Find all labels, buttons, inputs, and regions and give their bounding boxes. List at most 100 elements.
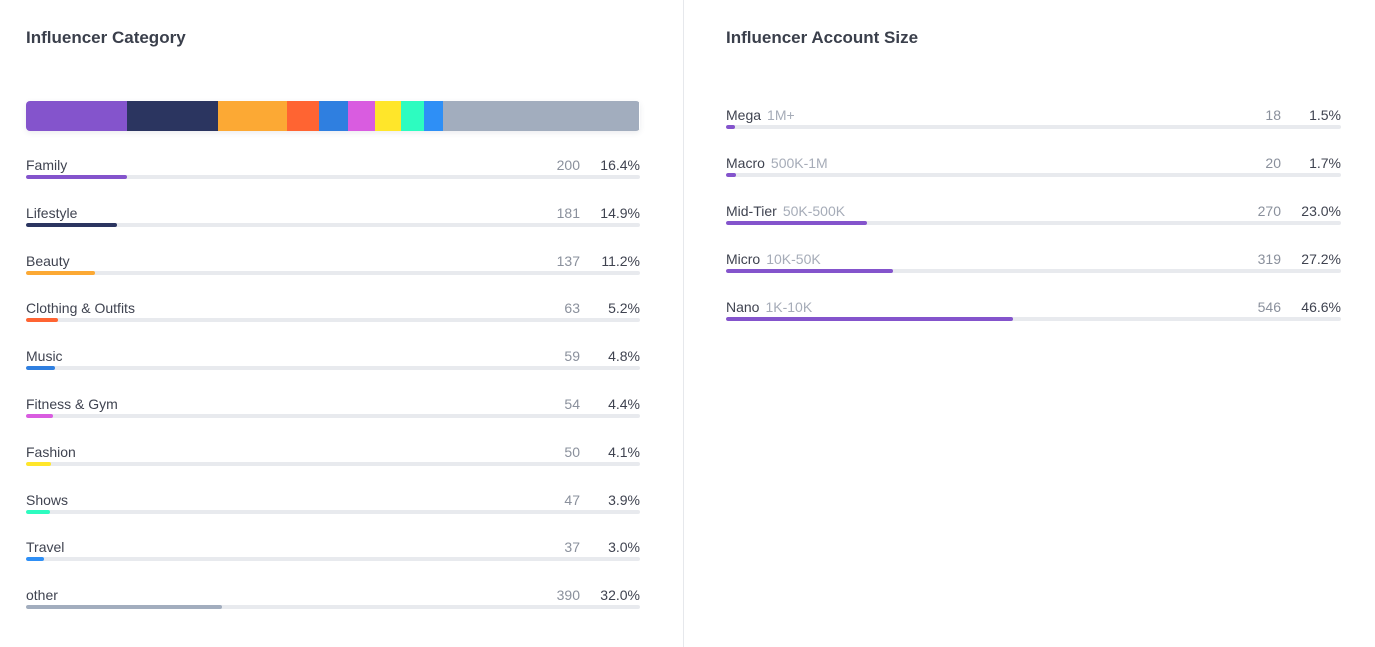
tier-name: Nano xyxy=(726,299,760,315)
progress-fill xyxy=(726,317,1013,321)
account-size-row[interactable]: Micro 10K-50K 319 27.2% xyxy=(726,250,1341,280)
account-size-percent: 46.6% xyxy=(1301,299,1341,315)
tier-name: Micro xyxy=(726,251,761,267)
progress-track xyxy=(26,509,640,514)
progress-fill xyxy=(26,366,56,371)
category-percent: 3.0% xyxy=(608,539,640,556)
progress-fill xyxy=(26,461,52,466)
progress-track xyxy=(726,317,1341,321)
category-count: 50 xyxy=(564,443,580,460)
account-size-row[interactable]: Mega 1M+ 18 1.5% xyxy=(726,106,1341,136)
category-count: 54 xyxy=(564,396,580,412)
stack-segment-music[interactable] xyxy=(318,101,349,131)
account-size-row[interactable]: Macro 500K-1M 20 1.7% xyxy=(726,154,1341,184)
category-percent: 11.2% xyxy=(601,252,640,269)
progress-fill xyxy=(26,318,58,323)
category-row[interactable]: Fitness & Gym 54 4.4% xyxy=(26,395,640,425)
progress-track xyxy=(26,318,640,323)
tier-name: Macro xyxy=(726,155,765,171)
category-percent: 32.0% xyxy=(600,587,640,604)
stack-segment-shows[interactable] xyxy=(400,101,425,131)
category-percent: 4.1% xyxy=(608,443,640,460)
category-percent: 16.4% xyxy=(600,157,640,173)
category-percent: 4.8% xyxy=(608,348,640,365)
tier-name: Mega xyxy=(726,107,762,123)
progress-fill xyxy=(726,125,736,129)
category-percent: 14.9% xyxy=(600,204,640,221)
account-size-label: Mid-Tier 50K-500K xyxy=(726,203,845,219)
category-row[interactable]: other 390 32.0% xyxy=(26,586,640,616)
category-row[interactable]: Lifestyle 181 14.9% xyxy=(26,204,640,234)
panel-title: Influencer Account Size xyxy=(726,28,919,47)
category-label: Fashion xyxy=(26,443,76,460)
category-label: Shows xyxy=(26,491,69,508)
category-count: 47 xyxy=(564,491,580,508)
progress-track xyxy=(726,125,1341,129)
category-label: Clothing & Outfits xyxy=(26,300,135,317)
progress-track xyxy=(26,222,640,227)
stack-segment-family[interactable] xyxy=(26,101,127,131)
tier-range: 10K-50K xyxy=(766,251,821,267)
category-count: 181 xyxy=(556,204,580,221)
progress-track xyxy=(26,270,640,275)
account-size-label: Macro 500K-1M xyxy=(726,155,828,171)
stack-segment-clothing-outfits[interactable] xyxy=(286,101,319,131)
account-size-row[interactable]: Nano 1K-10K 546 46.6% xyxy=(726,298,1341,328)
progress-fill xyxy=(726,173,737,177)
progress-fill xyxy=(26,605,223,610)
stack-segment-beauty[interactable] xyxy=(218,101,287,131)
category-label: Fitness & Gym xyxy=(26,396,118,412)
progress-track xyxy=(26,557,640,562)
stack-segment-travel[interactable] xyxy=(424,101,443,131)
tier-range: 1K-10K xyxy=(765,299,813,315)
progress-fill xyxy=(26,175,127,179)
category-count: 200 xyxy=(556,157,580,173)
category-row[interactable]: Beauty 137 11.2% xyxy=(26,252,640,282)
category-count: 37 xyxy=(564,539,580,556)
panel-title: Influencer Category xyxy=(26,28,186,47)
tier-range: 50K-500K xyxy=(782,203,846,219)
account-size-count: 270 xyxy=(1257,203,1281,219)
stack-segment-lifestyle[interactable] xyxy=(126,101,219,131)
category-row[interactable]: Fashion 50 4.1% xyxy=(26,443,640,473)
category-row[interactable]: Shows 47 3.9% xyxy=(26,491,640,521)
category-row[interactable]: Travel 37 3.0% xyxy=(26,538,640,568)
category-row[interactable]: Music 59 4.8% xyxy=(26,347,640,377)
category-label: Family xyxy=(26,157,68,173)
progress-track xyxy=(26,605,640,610)
category-count: 59 xyxy=(564,348,580,365)
category-row[interactable]: Family 200 16.4% xyxy=(26,156,640,186)
category-count: 63 xyxy=(564,300,580,317)
account-size-percent: 1.5% xyxy=(1309,107,1341,123)
category-percent: 3.9% xyxy=(608,491,640,508)
stack-segment-other[interactable] xyxy=(442,101,640,131)
account-size-count: 20 xyxy=(1265,155,1281,171)
stack-segment-fitness-gym[interactable] xyxy=(348,101,376,131)
progress-track xyxy=(26,414,640,418)
stack-segment-fashion[interactable] xyxy=(375,101,401,131)
account-size-percent: 23.0% xyxy=(1301,203,1341,219)
progress-track xyxy=(26,175,640,179)
progress-fill xyxy=(26,557,45,562)
account-size-label: Nano 1K-10K xyxy=(726,299,812,315)
progress-fill xyxy=(26,414,54,418)
account-size-count: 319 xyxy=(1257,251,1281,267)
category-percent: 5.2% xyxy=(608,300,640,317)
account-size-row[interactable]: Mid-Tier 50K-500K 270 23.0% xyxy=(726,202,1341,232)
panel-divider xyxy=(683,0,684,647)
tier-range: 1M+ xyxy=(767,107,795,123)
account-size-count: 546 xyxy=(1257,299,1281,315)
category-percent: 4.4% xyxy=(608,396,640,412)
progress-track xyxy=(726,269,1341,273)
progress-fill xyxy=(26,270,95,275)
category-label: Lifestyle xyxy=(26,204,78,221)
progress-fill xyxy=(26,222,118,227)
account-size-label: Micro 10K-50K xyxy=(726,251,821,267)
category-row[interactable]: Clothing & Outfits 63 5.2% xyxy=(26,299,640,329)
tier-range: 500K-1M xyxy=(770,155,828,171)
category-count: 137 xyxy=(556,252,580,269)
progress-fill xyxy=(726,269,894,273)
account-size-label: Mega 1M+ xyxy=(726,107,795,123)
account-size-count: 18 xyxy=(1265,107,1281,123)
